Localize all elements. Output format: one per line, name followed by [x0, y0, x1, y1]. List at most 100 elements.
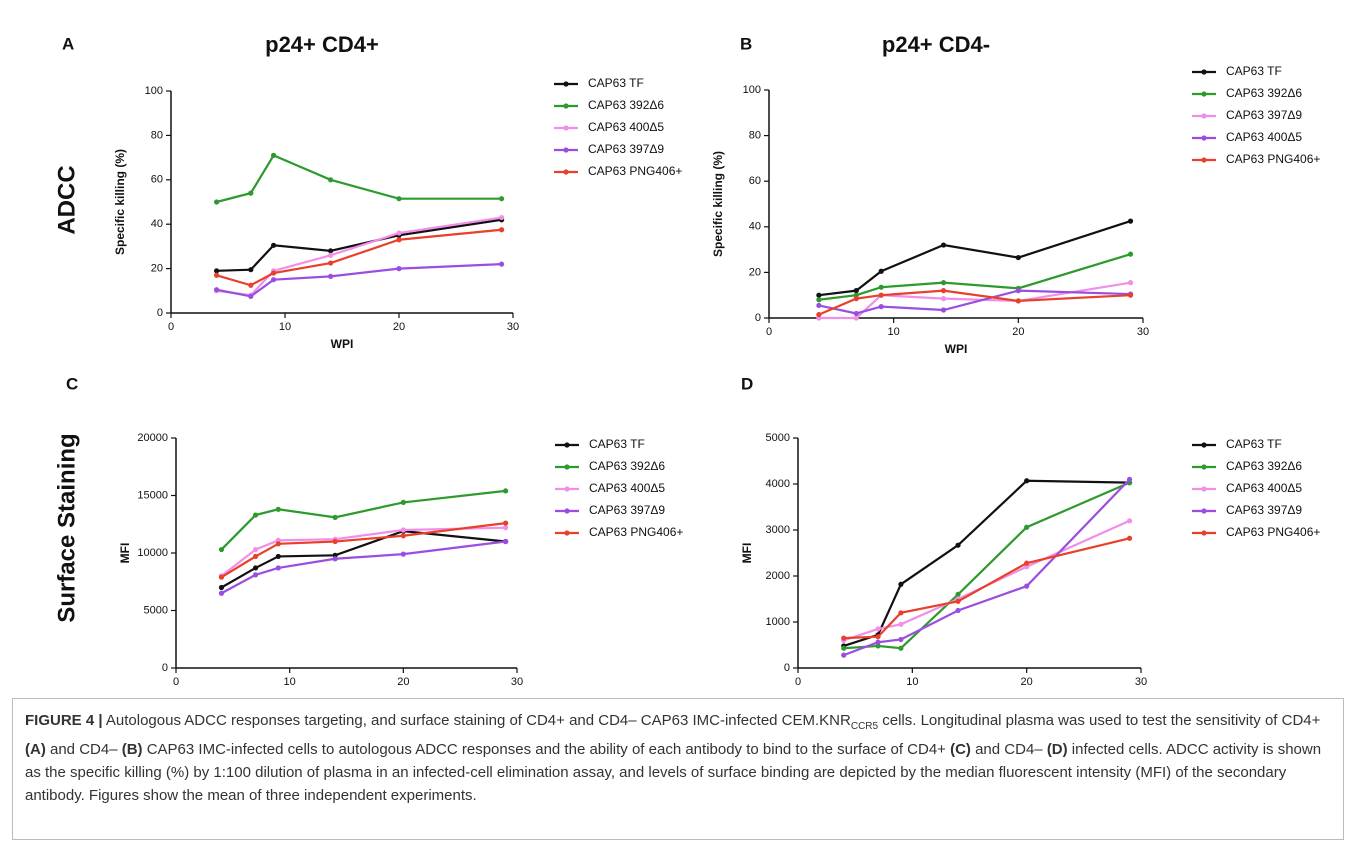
caption-text: FIGURE 4 | — [25, 712, 103, 729]
series-line — [843, 519, 1131, 642]
data-point — [499, 261, 505, 267]
legend-marker — [1201, 486, 1207, 492]
data-point — [218, 546, 225, 553]
data-point — [1024, 583, 1030, 589]
x-tick-label: 30 — [1135, 676, 1147, 688]
data-point — [328, 273, 334, 279]
data-point — [328, 260, 334, 266]
legend-marker — [1201, 135, 1207, 141]
data-point — [252, 546, 259, 553]
data-point — [841, 635, 847, 641]
data-point — [955, 598, 961, 604]
legend-label: CAP63 400Δ5 — [588, 120, 664, 134]
legend-label: CAP63 TF — [1226, 437, 1282, 451]
data-point — [841, 652, 847, 658]
data-point — [275, 506, 281, 512]
y-tick-label: 0 — [162, 662, 168, 674]
x-tick-label: 20 — [1021, 676, 1033, 688]
data-point — [271, 152, 277, 158]
caption-text: and CD4– — [970, 741, 1047, 758]
y-tick-label: 2000 — [766, 570, 790, 582]
data-point — [878, 268, 884, 274]
data-point — [332, 538, 338, 545]
series-line — [818, 289, 1131, 315]
caption-text: and CD4– — [45, 741, 122, 758]
legend-marker — [1201, 464, 1207, 470]
y-axis-label: MFI — [118, 543, 132, 564]
legend-label: CAP63 392Δ6 — [588, 98, 664, 112]
legend-label: CAP63 397Δ9 — [1226, 108, 1302, 122]
legend-label: CAP63 392Δ6 — [1226, 459, 1302, 473]
legend-marker — [1201, 157, 1207, 163]
data-point — [878, 284, 884, 290]
data-point — [816, 302, 822, 309]
legend-marker — [1201, 69, 1207, 75]
y-tick-label: 0 — [157, 307, 163, 319]
data-point — [940, 307, 947, 313]
legend-label: CAP63 PNG406+ — [589, 525, 683, 539]
x-tick-label: 30 — [507, 321, 519, 333]
data-point — [1015, 288, 1021, 294]
data-point — [396, 266, 402, 272]
x-axis-label: WPI — [331, 337, 354, 351]
data-point — [328, 248, 334, 254]
legend-label: CAP63 400Δ5 — [1226, 481, 1302, 495]
x-tick-label: 10 — [279, 321, 291, 333]
caption-text: infected cells. ADCC activity is shown a… — [25, 741, 1322, 804]
y-tick-label: 1000 — [766, 616, 790, 628]
series-line — [220, 526, 506, 577]
data-point — [1126, 476, 1133, 482]
data-point — [503, 538, 509, 545]
series-line — [843, 479, 1130, 647]
data-point — [275, 553, 281, 560]
legend-marker — [1201, 442, 1207, 448]
legend-marker — [564, 486, 570, 492]
caption-text: CCR5 — [850, 721, 879, 732]
series-line — [843, 537, 1130, 640]
data-point — [218, 590, 225, 596]
data-point — [1126, 518, 1133, 524]
data-point — [271, 277, 277, 283]
series-line — [220, 522, 506, 579]
caption-text: (D) — [1046, 741, 1068, 758]
panel-label: C — [66, 374, 78, 393]
data-point — [214, 272, 220, 278]
legend-label: CAP63 397Δ9 — [589, 503, 665, 517]
y-tick-label: 10000 — [137, 547, 168, 559]
data-point — [1024, 478, 1030, 484]
legend-label: CAP63 392Δ6 — [589, 459, 665, 473]
data-point — [248, 293, 254, 299]
legend-marker — [564, 442, 570, 448]
panel-label: A — [62, 34, 74, 53]
legend-label: CAP63 397Δ9 — [1226, 503, 1302, 517]
y-tick-label: 80 — [151, 129, 163, 141]
legend-marker — [1201, 113, 1207, 119]
data-point — [1127, 280, 1134, 286]
data-point — [252, 565, 259, 571]
data-point — [275, 565, 281, 571]
y-tick-label: 100 — [743, 84, 761, 96]
data-point — [499, 196, 505, 202]
legend-marker — [563, 147, 569, 153]
chart-title: p24+ CD4+ — [265, 32, 379, 57]
legend-label: CAP63 TF — [588, 76, 644, 90]
legend-label: CAP63 PNG406+ — [1226, 525, 1320, 539]
data-point — [218, 574, 225, 580]
data-point — [503, 520, 509, 526]
data-point — [940, 288, 947, 294]
y-axis-label: Specific killing (%) — [711, 151, 725, 257]
chart-title: p24+ CD4- — [882, 32, 990, 57]
series-line — [216, 263, 502, 298]
data-point — [853, 288, 859, 294]
series-line — [818, 289, 1131, 316]
y-tick-label: 40 — [749, 221, 761, 233]
data-point — [940, 280, 947, 286]
data-point — [940, 296, 947, 302]
data-point — [396, 196, 402, 202]
legend-marker — [564, 464, 570, 470]
data-point — [400, 499, 406, 505]
data-point — [271, 242, 277, 248]
legend-label: CAP63 400Δ5 — [1226, 130, 1302, 144]
data-point — [875, 639, 881, 645]
